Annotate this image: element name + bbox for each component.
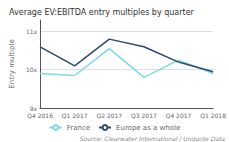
svg-text:Q2 2017: Q2 2017 <box>96 112 122 119</box>
svg-text:Q4 2017: Q4 2017 <box>166 112 192 119</box>
svg-text:Source: Clearwater Internation: Source: Clearwater International / Unquo… <box>80 135 226 142</box>
svg-text:Q3 2017: Q3 2017 <box>131 112 157 119</box>
svg-text:Europe as a whole: Europe as a whole <box>116 124 180 132</box>
svg-text:Q1 2018: Q1 2018 <box>200 112 226 119</box>
svg-text:France: France <box>67 124 90 132</box>
svg-text:10x: 10x <box>26 66 38 73</box>
svg-text:9x: 9x <box>30 105 38 112</box>
svg-text:Average EV:EBITDA entry multip: Average EV:EBITDA entry multiples by qua… <box>9 8 195 17</box>
svg-text:Entry multiple: Entry multiple <box>8 39 16 88</box>
svg-text:11x: 11x <box>26 28 38 35</box>
svg-text:Q1 2017: Q1 2017 <box>62 112 88 119</box>
svg-text:Q4 2016: Q4 2016 <box>27 112 53 119</box>
